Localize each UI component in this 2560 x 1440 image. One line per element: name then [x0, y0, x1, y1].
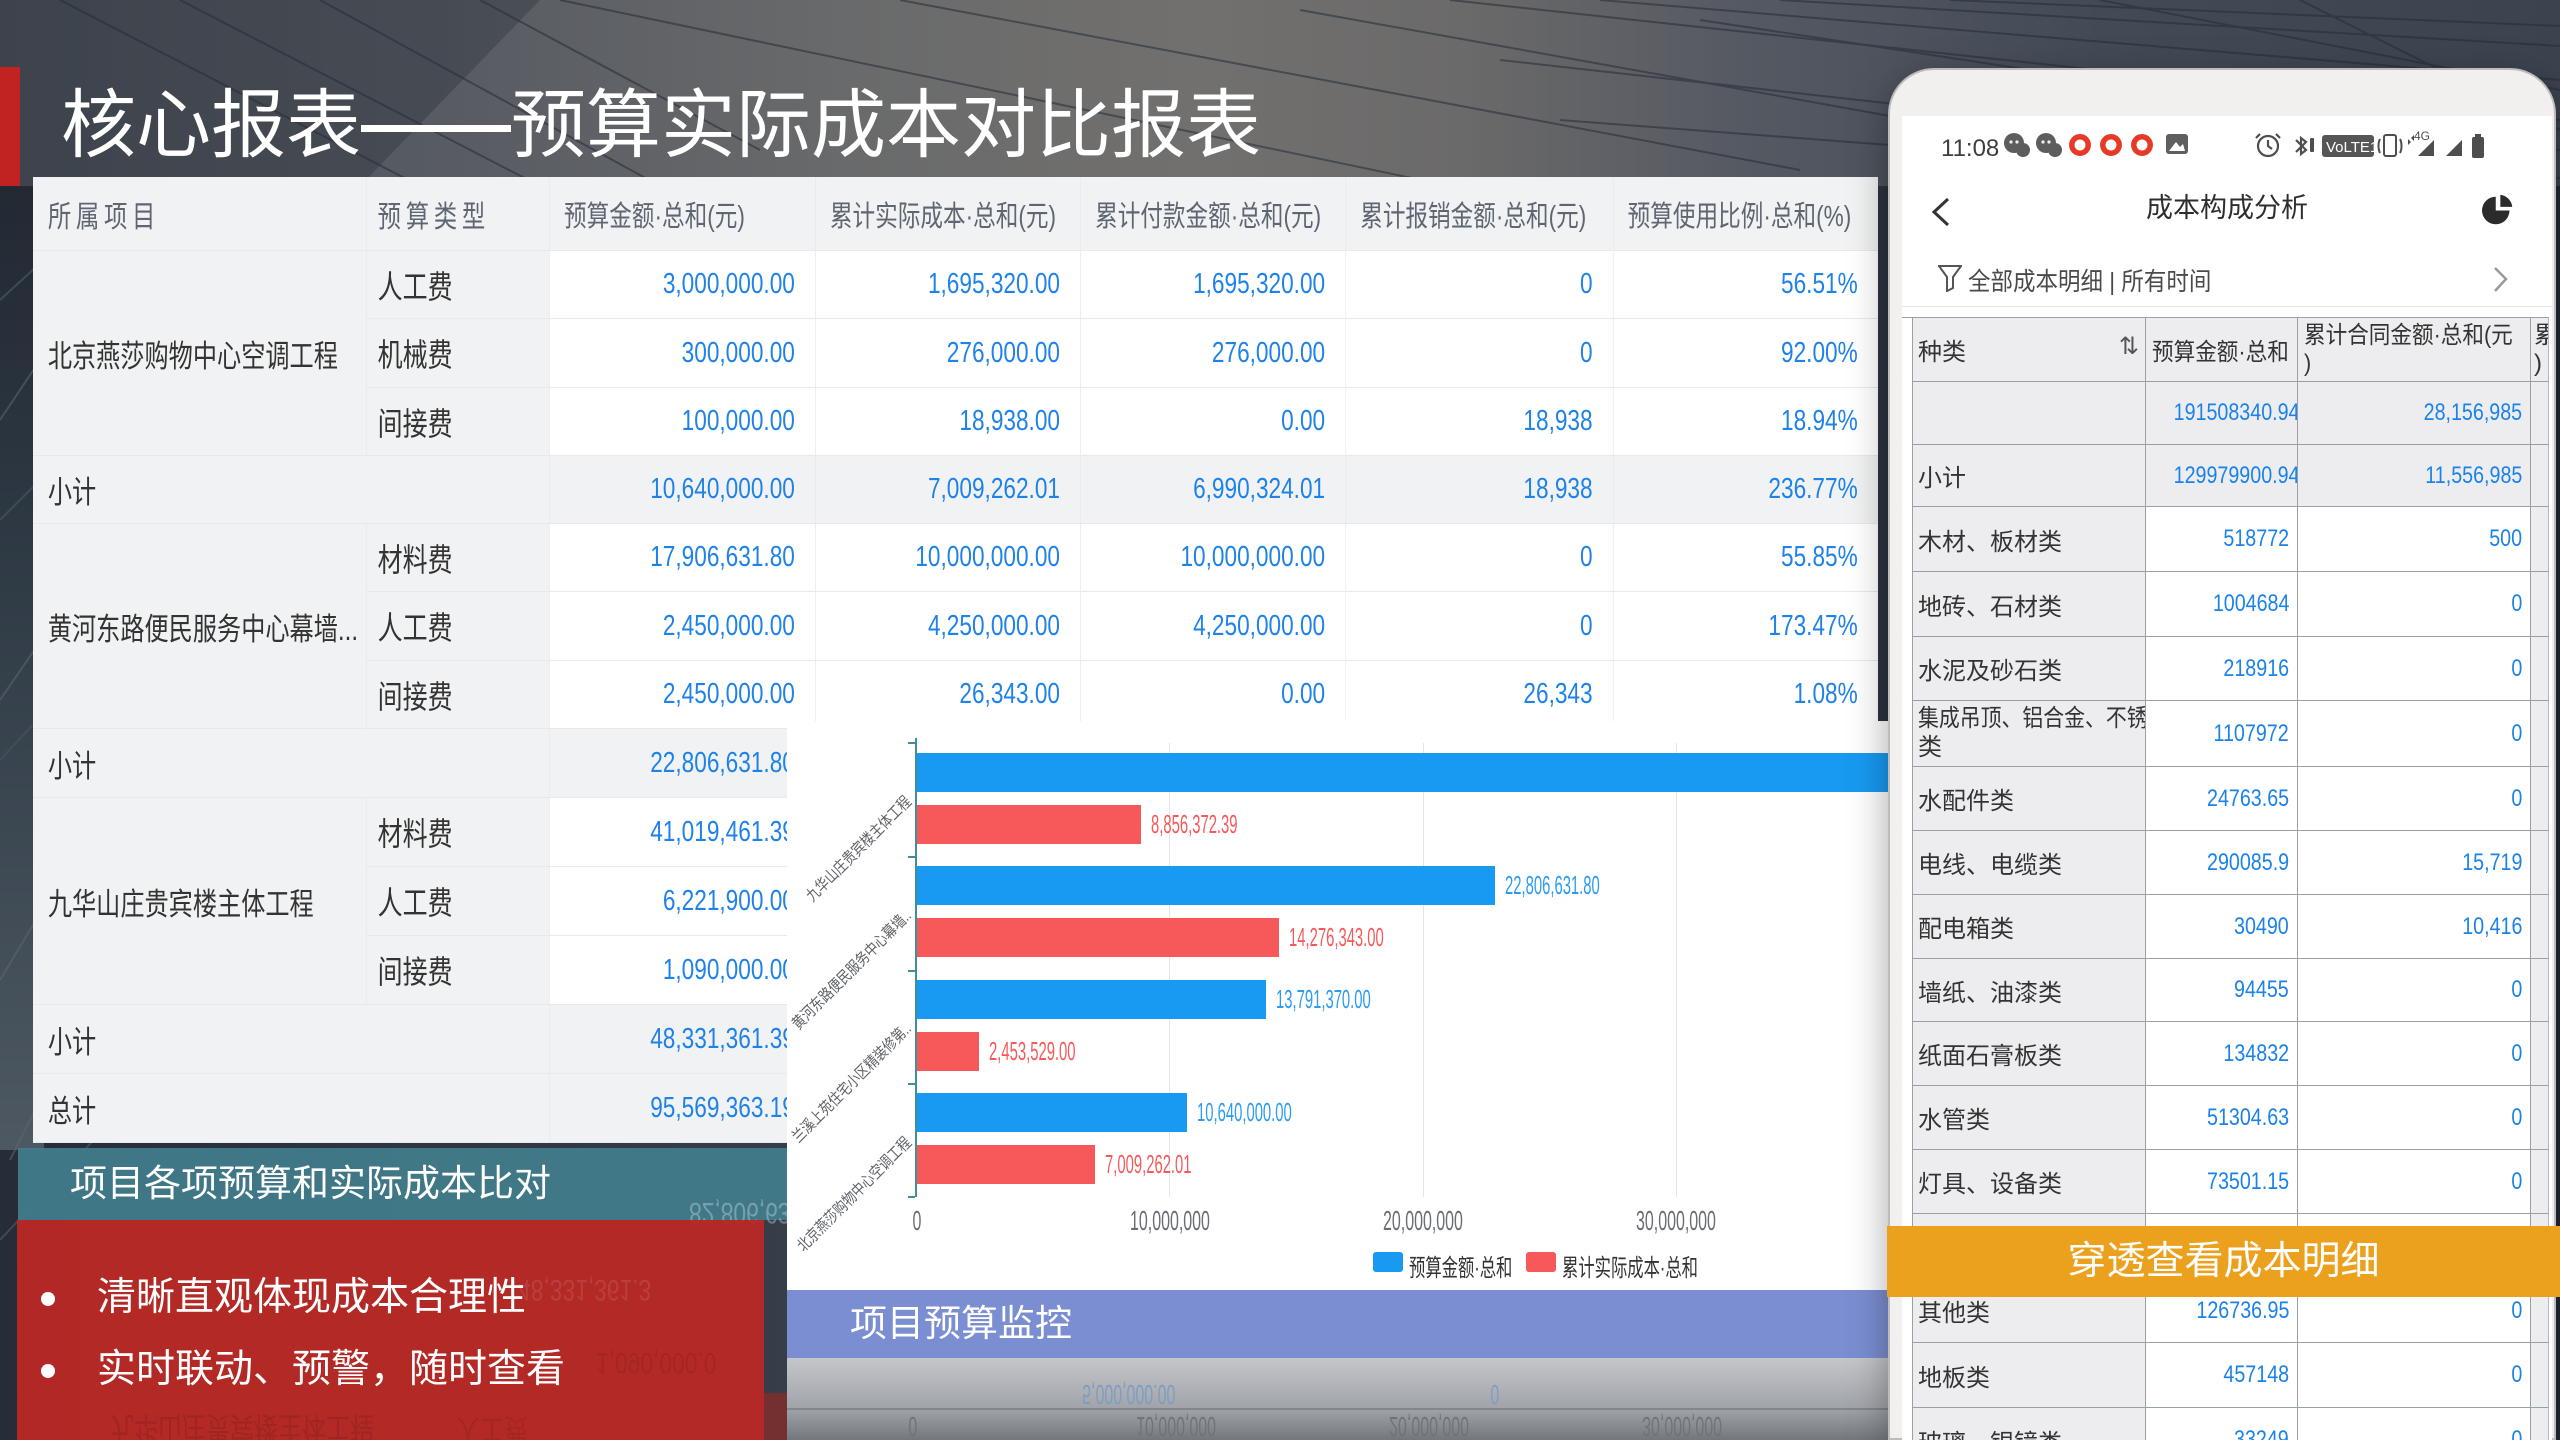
svg-text:VoLTE1: VoLTE1	[2326, 139, 2378, 156]
svg-text:4G: 4G	[2414, 130, 2430, 143]
